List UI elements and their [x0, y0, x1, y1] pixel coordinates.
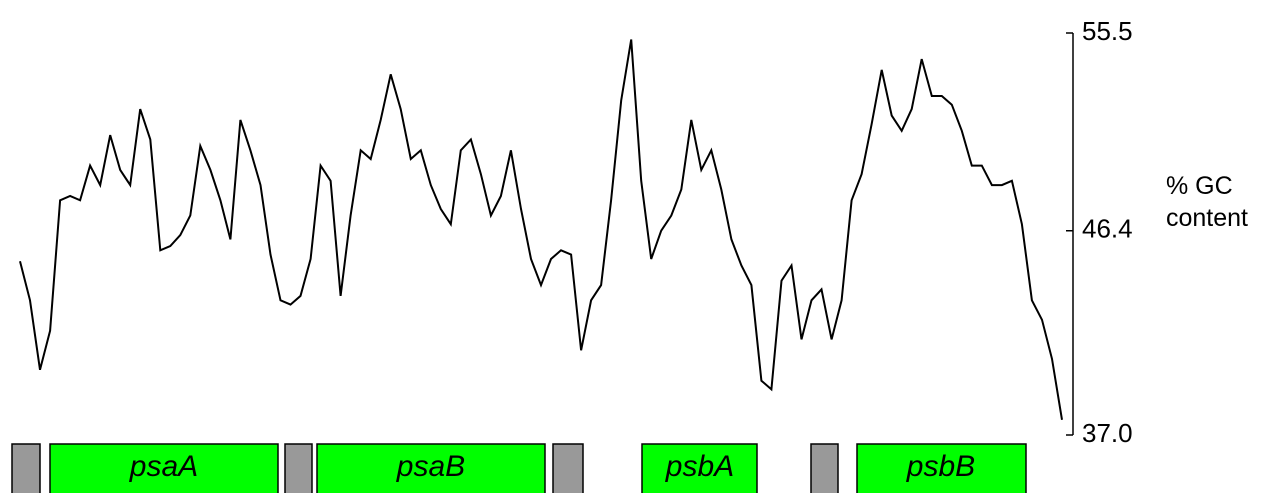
gc-line [19, 39, 1063, 420]
gene-track: psaA psaB psbA psbB [11, 443, 1027, 493]
gene-block [641, 443, 758, 493]
y-tick-label: 55.5 [1082, 16, 1133, 46]
spacer-block [11, 443, 41, 493]
spacer-block [552, 443, 584, 493]
spacer-block [810, 443, 839, 493]
y-tick-label: 37.0 [1082, 418, 1133, 448]
gene-label: psaA [129, 450, 198, 483]
gene-block [856, 443, 1027, 493]
gene-label: psbA [665, 450, 734, 483]
spacer-block [284, 443, 313, 493]
gene-block [49, 443, 279, 493]
gene-label: psbB [906, 450, 975, 483]
gene-block [316, 443, 546, 493]
y-tick-label: 46.4 [1082, 214, 1133, 244]
gene-label: psaB [396, 450, 465, 483]
y-axis-label: % GC content [1166, 172, 1249, 232]
